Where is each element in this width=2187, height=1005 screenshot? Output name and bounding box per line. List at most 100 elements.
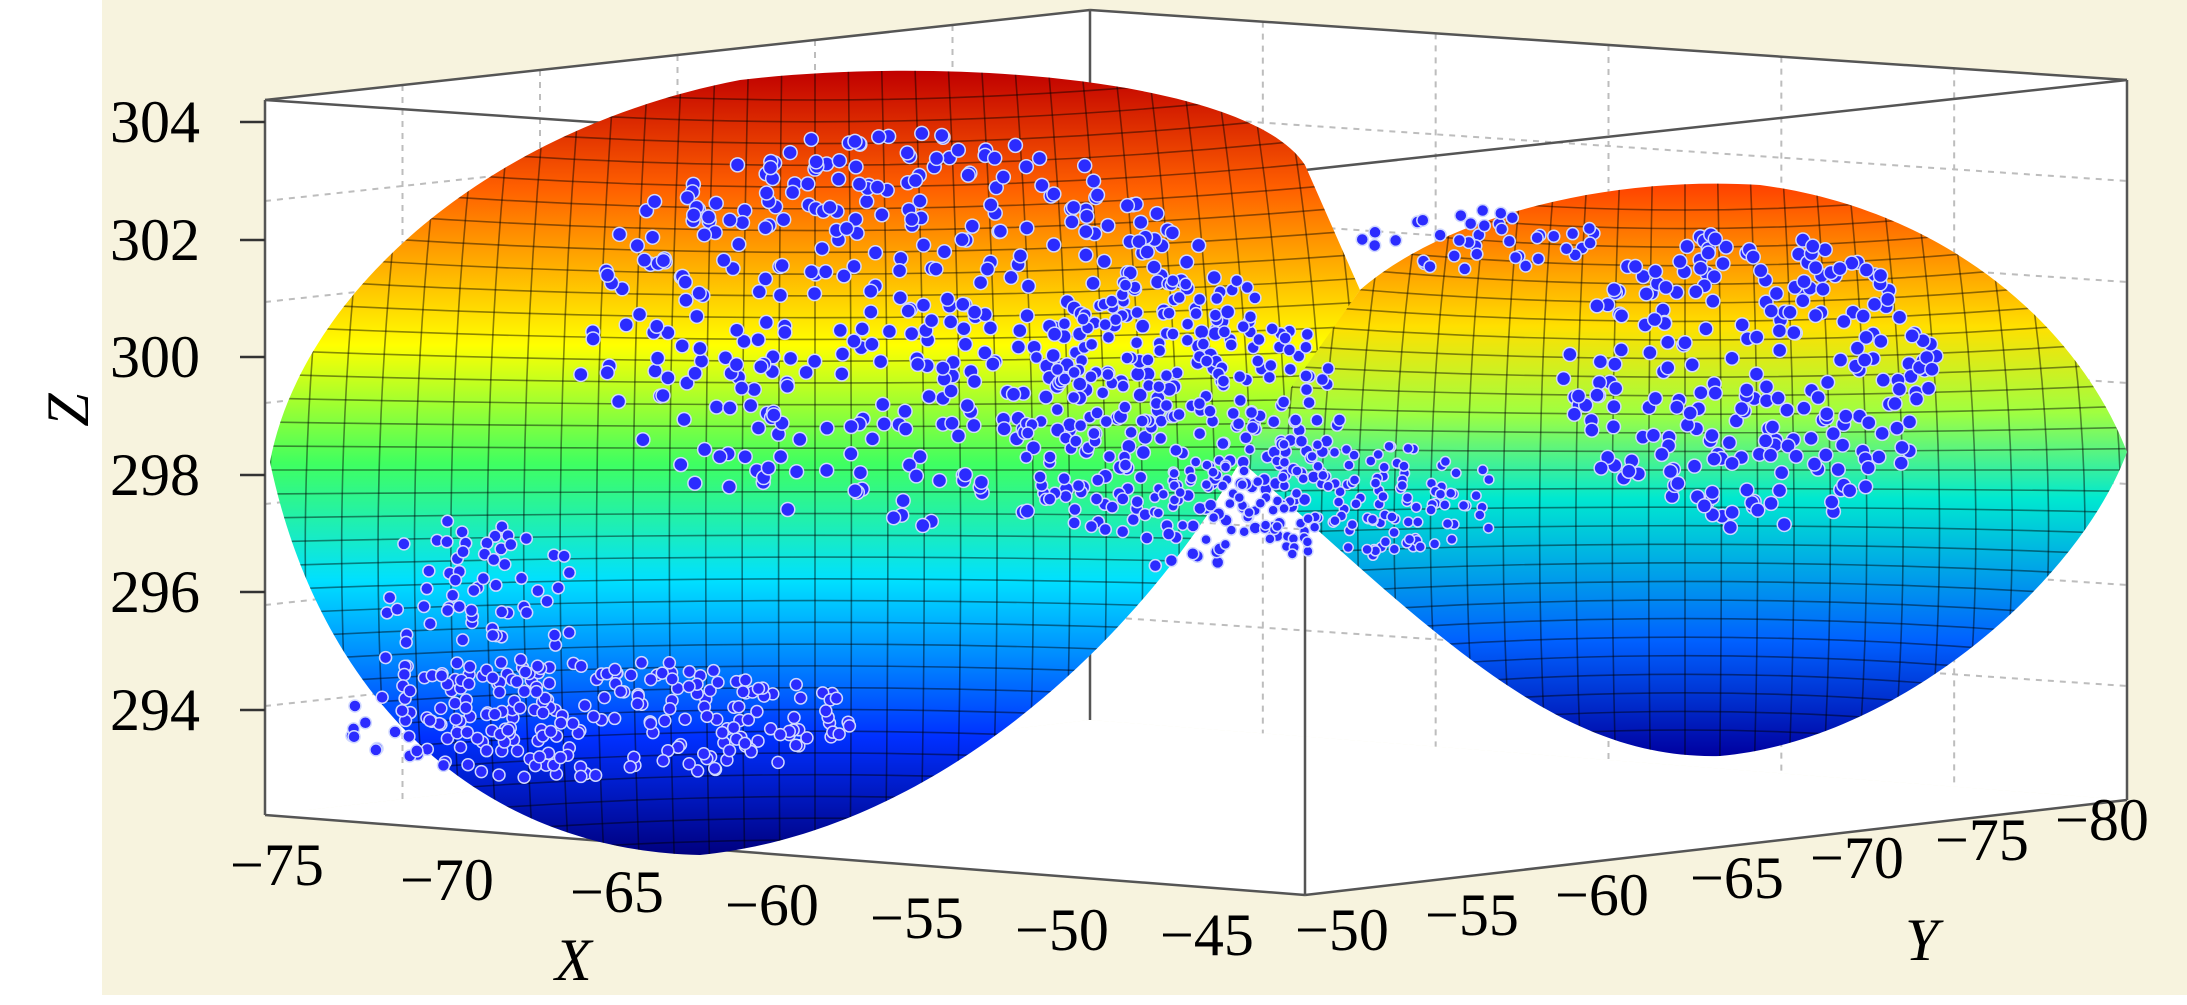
scatter-point <box>536 706 550 720</box>
x-tick-label: −60 <box>725 872 819 938</box>
scatter-point <box>1050 362 1065 377</box>
scatter-point <box>921 388 937 405</box>
scatter-point <box>1818 447 1834 463</box>
scatter-point <box>547 628 562 642</box>
scatter-point <box>1206 269 1222 286</box>
scatter-point <box>624 668 638 682</box>
scatter-point <box>832 727 846 741</box>
scatter-point <box>1190 237 1207 254</box>
scatter-point <box>574 659 588 674</box>
scatter-point <box>1139 244 1155 260</box>
scatter-point <box>1367 238 1382 253</box>
scatter-point <box>1185 472 1198 484</box>
scatter-point <box>1762 447 1779 464</box>
scatter-point <box>494 605 509 619</box>
scatter-point <box>1085 173 1102 189</box>
scatter-point <box>542 676 557 690</box>
scatter-point <box>1236 479 1249 491</box>
scatter-point <box>682 756 696 771</box>
scatter-point <box>1196 337 1211 351</box>
scatter-point <box>780 501 796 518</box>
scatter-point <box>942 314 959 330</box>
scatter-point <box>399 635 413 650</box>
scatter-point <box>1803 430 1819 447</box>
scatter-point <box>1508 250 1523 265</box>
scatter-point <box>895 492 911 509</box>
scatter-point <box>1201 459 1213 471</box>
scatter-point <box>1302 395 1316 410</box>
scatter-point <box>613 684 628 699</box>
scatter-point <box>448 573 463 587</box>
scatter-point <box>1152 343 1167 358</box>
scatter-point <box>1530 231 1544 245</box>
scatter-point <box>678 712 692 726</box>
scatter-point <box>876 416 892 432</box>
scatter-point <box>1283 362 1298 377</box>
scatter-point <box>988 179 1004 196</box>
scatter-point <box>1312 460 1324 473</box>
scatter-point <box>1021 426 1035 440</box>
scatter-point <box>829 691 844 706</box>
scatter-point <box>819 704 833 718</box>
scatter-point <box>649 350 666 366</box>
scatter-point <box>1768 285 1785 302</box>
scatter-point <box>474 764 489 779</box>
scatter-point <box>1924 361 1940 377</box>
scatter-point <box>904 211 920 228</box>
scatter-point <box>806 353 823 370</box>
scatter-point <box>1078 223 1094 240</box>
scatter-point <box>1647 390 1664 407</box>
scatter-point <box>1343 459 1355 471</box>
scatter-point <box>1219 304 1236 320</box>
scatter-point <box>488 707 502 722</box>
scatter-point <box>434 701 448 716</box>
scatter-point <box>864 336 880 352</box>
scatter-point <box>1753 262 1769 279</box>
z-tick-label: 304 <box>110 89 200 155</box>
scatter-point <box>514 571 529 586</box>
scatter-point <box>538 691 552 706</box>
scatter-point <box>1887 395 1903 412</box>
scatter-point <box>1606 281 1622 298</box>
scatter-point <box>954 231 970 248</box>
scatter-point <box>1240 280 1255 295</box>
scatter-point <box>1707 231 1724 247</box>
scatter-point <box>679 189 696 206</box>
scatter-point <box>635 432 651 448</box>
scatter-point <box>410 744 424 758</box>
scatter-point <box>1613 307 1630 324</box>
scatter-point <box>1857 478 1874 495</box>
scatter-point <box>1149 205 1165 222</box>
scatter-point <box>1738 382 1755 398</box>
scatter-point <box>736 333 752 350</box>
scatter-point <box>1365 455 1377 467</box>
scatter-point <box>459 701 473 715</box>
scatter-point <box>1745 249 1761 265</box>
scatter-point <box>1251 354 1265 368</box>
scatter-point <box>673 456 689 473</box>
scatter-point <box>1771 482 1788 499</box>
scatter-point <box>881 323 898 340</box>
scatter-point <box>733 380 750 396</box>
scatter-point <box>1474 509 1486 521</box>
scatter-point <box>655 252 672 269</box>
scatter-point <box>1019 220 1035 236</box>
scatter-point <box>966 373 983 390</box>
scatter-point <box>1584 422 1600 438</box>
scatter-point <box>1141 353 1155 367</box>
scatter-point <box>800 176 816 192</box>
scatter-point <box>1660 360 1676 376</box>
scatter-point <box>1779 402 1795 418</box>
scatter-point <box>803 264 820 280</box>
scatter-point <box>1277 471 1289 484</box>
scatter-point <box>1118 400 1132 414</box>
scatter-point <box>782 144 798 161</box>
scatter-point <box>440 731 455 746</box>
scatter-point <box>1098 522 1113 537</box>
scatter-point <box>959 397 976 414</box>
scatter-point <box>585 331 601 347</box>
scatter-point <box>395 703 409 718</box>
scatter-point <box>456 545 470 559</box>
scatter-point <box>1130 494 1144 509</box>
